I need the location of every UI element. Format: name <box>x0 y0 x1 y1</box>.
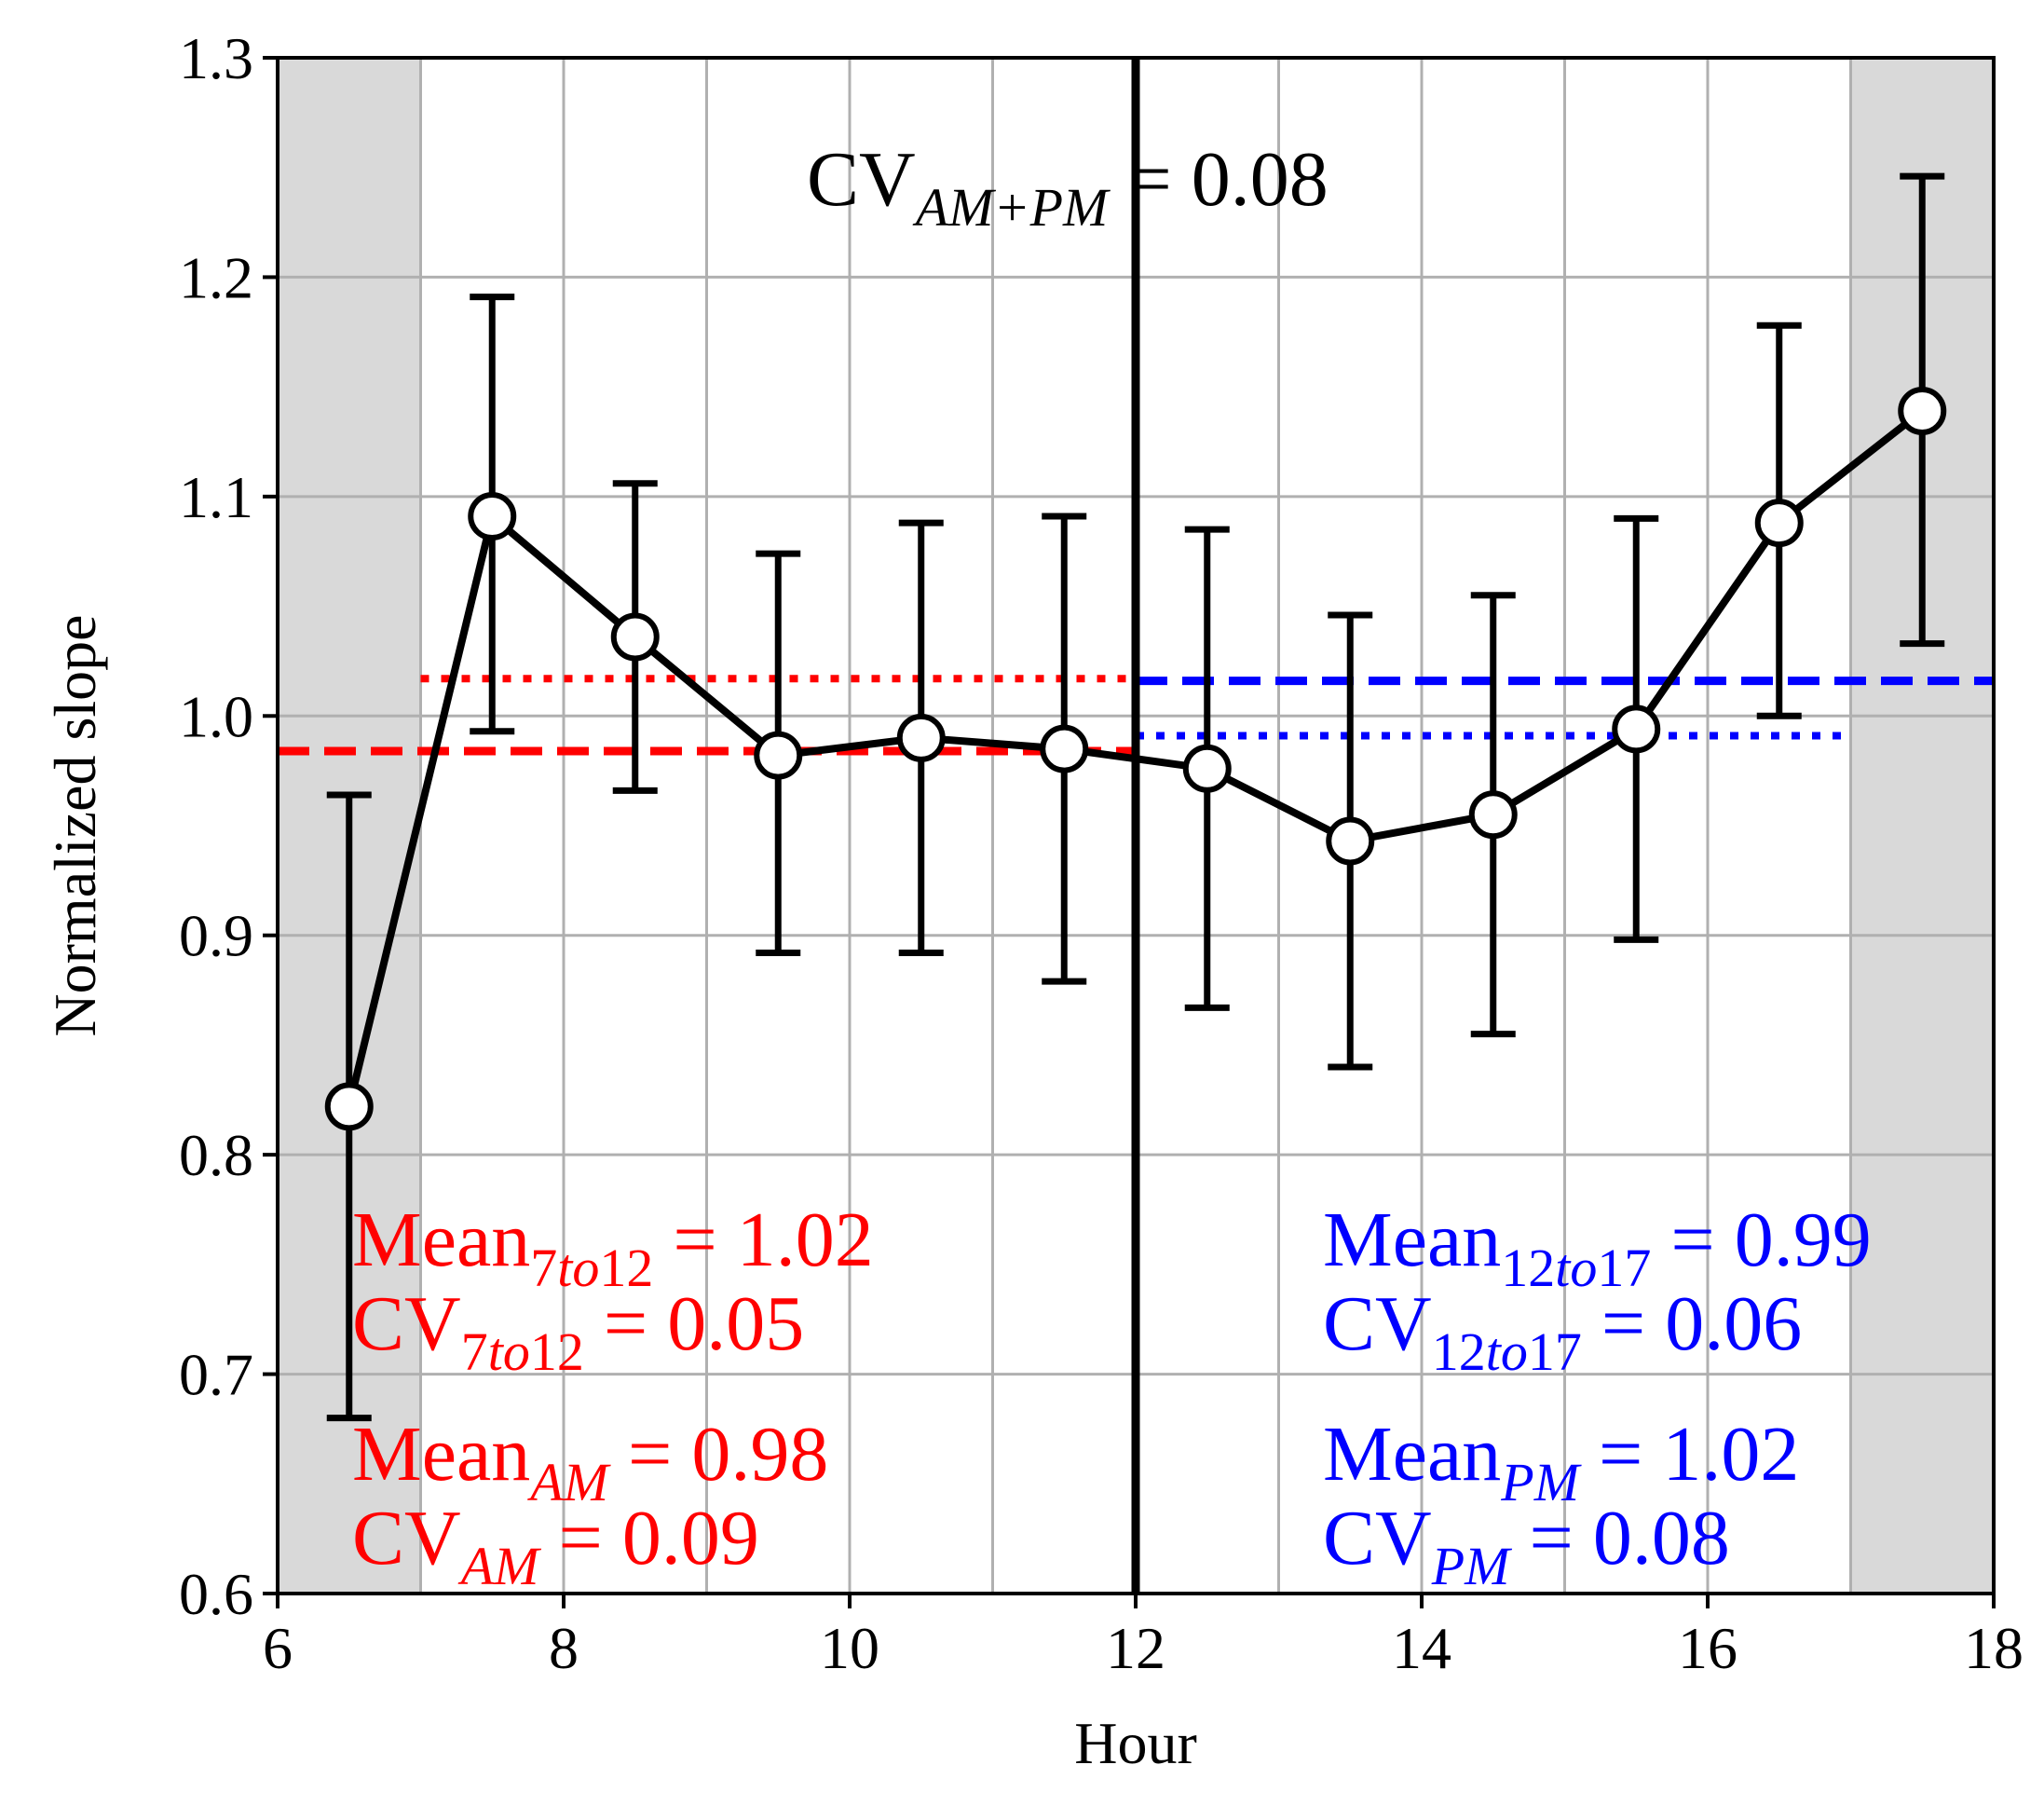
data-point <box>610 612 660 662</box>
x-axis-label: Hour <box>1074 1710 1197 1776</box>
x-tick-label: 10 <box>820 1615 879 1681</box>
y-axis-label: Normalized slope <box>42 614 108 1036</box>
data-point <box>324 1082 374 1131</box>
data-point <box>754 731 803 780</box>
x-tick-label: 8 <box>549 1615 579 1681</box>
reference-lines <box>278 675 1994 756</box>
y-tick-label: 0.6 <box>179 1561 253 1627</box>
data-point <box>1326 816 1375 866</box>
data-point <box>896 713 946 762</box>
annotation-mean-am: MeanAM = 0.98 <box>352 1411 828 1512</box>
data-point <box>1040 724 1089 773</box>
data-points <box>324 387 1947 1131</box>
data-point <box>468 492 517 541</box>
annotation-mean-12to17: Mean12to17 = 0.99 <box>1323 1197 1872 1298</box>
data-point <box>1182 744 1232 793</box>
y-tick-label: 0.7 <box>179 1342 253 1408</box>
annotation-cv-7to12: CV7to12 = 0.05 <box>352 1280 804 1382</box>
data-point <box>1898 387 1947 436</box>
annotation-cv-am: CVAM = 0.09 <box>352 1495 759 1596</box>
y-tick-label: 1.1 <box>179 464 253 530</box>
y-tick-label: 0.9 <box>179 903 253 969</box>
x-tick-label: 18 <box>1964 1615 2024 1681</box>
annotation-mean-pm: MeanPM = 1.02 <box>1323 1411 1799 1512</box>
axis-ticks: 6 8 10 12 14 16 18 0.6 0.7 0.8 0.9 1.0 1.1 1.2 1.3 <box>179 25 2024 1681</box>
x-tick-label: 14 <box>1392 1615 1451 1681</box>
annotation-cv-12to17: CV12to17 = 0.06 <box>1323 1280 1802 1382</box>
data-point <box>1612 705 1661 754</box>
annotation-cv-am-pm: CVAM+PM = 0.08 <box>807 136 1329 238</box>
x-tick-label: 16 <box>1678 1615 1737 1681</box>
annotation-cv-pm: CVPM = 0.08 <box>1323 1495 1730 1596</box>
y-tick-label: 1.3 <box>179 25 253 91</box>
x-tick-label: 6 <box>263 1615 293 1681</box>
y-tick-label: 1.0 <box>179 683 253 749</box>
series-line <box>345 407 1925 1108</box>
annotation-mean-7to12: Mean7to12 = 1.02 <box>352 1197 874 1298</box>
y-tick-label: 1.2 <box>179 244 253 310</box>
data-point <box>1754 499 1804 548</box>
x-tick-label: 12 <box>1106 1615 1165 1681</box>
y-tick-label: 0.8 <box>179 1122 253 1188</box>
data-point <box>1468 790 1518 840</box>
